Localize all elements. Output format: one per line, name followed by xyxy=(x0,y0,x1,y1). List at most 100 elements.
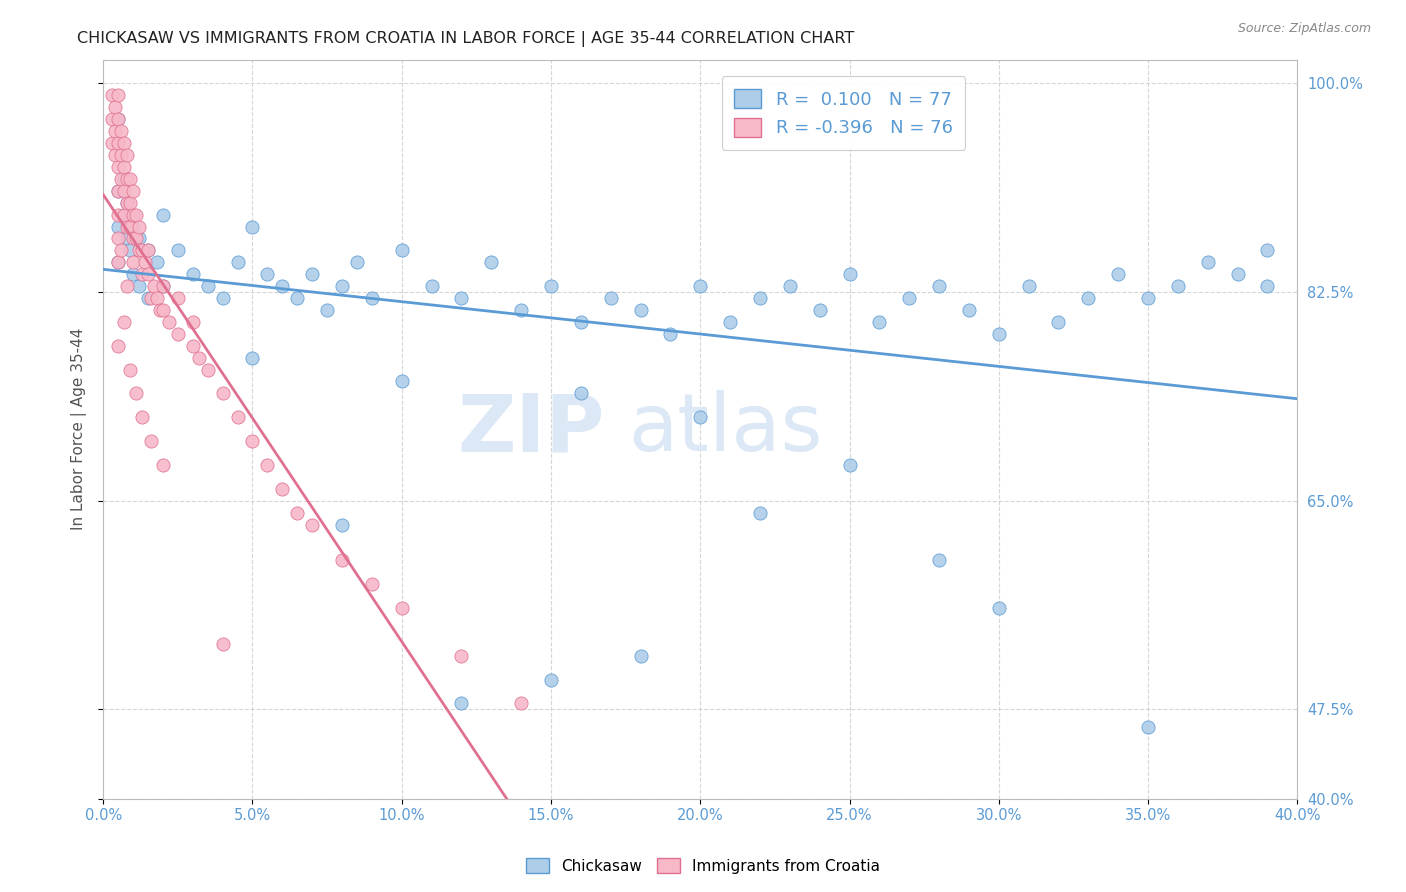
Point xyxy=(136,267,159,281)
Point xyxy=(107,160,129,174)
Point xyxy=(599,291,621,305)
Point xyxy=(131,410,153,425)
Point xyxy=(197,362,219,376)
Point xyxy=(107,136,129,150)
Point xyxy=(152,302,174,317)
Point xyxy=(330,279,353,293)
Point xyxy=(256,458,278,472)
Point xyxy=(211,637,233,651)
Point xyxy=(112,315,135,329)
Point xyxy=(391,601,413,615)
Point xyxy=(211,386,233,401)
Point xyxy=(540,673,562,687)
Point xyxy=(134,255,156,269)
Point xyxy=(1077,291,1099,305)
Point xyxy=(110,124,132,138)
Point xyxy=(139,291,162,305)
Point xyxy=(749,506,772,520)
Legend: Chickasaw, Immigrants from Croatia: Chickasaw, Immigrants from Croatia xyxy=(520,852,886,880)
Point xyxy=(957,302,980,317)
Point xyxy=(125,386,148,401)
Point xyxy=(157,315,180,329)
Point xyxy=(120,171,142,186)
Point xyxy=(136,291,159,305)
Point xyxy=(115,219,138,234)
Point xyxy=(112,184,135,198)
Point xyxy=(120,219,142,234)
Point xyxy=(1167,279,1189,293)
Point xyxy=(346,255,368,269)
Point xyxy=(360,291,382,305)
Point xyxy=(125,208,148,222)
Point xyxy=(510,697,533,711)
Point xyxy=(1256,244,1278,258)
Point xyxy=(510,302,533,317)
Point xyxy=(479,255,502,269)
Point xyxy=(143,279,166,293)
Legend: R =  0.100   N = 77, R = -0.396   N = 76: R = 0.100 N = 77, R = -0.396 N = 76 xyxy=(721,76,966,150)
Point xyxy=(181,267,204,281)
Point xyxy=(1018,279,1040,293)
Point xyxy=(181,315,204,329)
Point xyxy=(112,208,135,222)
Point xyxy=(122,219,145,234)
Point xyxy=(128,244,150,258)
Point xyxy=(187,351,209,365)
Point xyxy=(107,112,129,127)
Point xyxy=(125,231,148,245)
Point xyxy=(122,184,145,198)
Point xyxy=(450,648,472,663)
Point xyxy=(146,291,169,305)
Point xyxy=(107,88,129,103)
Point xyxy=(450,291,472,305)
Point xyxy=(122,208,145,222)
Point xyxy=(779,279,801,293)
Point xyxy=(569,386,592,401)
Point xyxy=(226,410,249,425)
Point xyxy=(1197,255,1219,269)
Point xyxy=(285,291,308,305)
Point xyxy=(149,302,172,317)
Point xyxy=(107,255,129,269)
Point xyxy=(242,219,264,234)
Point xyxy=(112,160,135,174)
Point xyxy=(226,255,249,269)
Point xyxy=(718,315,741,329)
Point xyxy=(120,244,142,258)
Point xyxy=(1137,720,1160,734)
Point xyxy=(122,267,145,281)
Point xyxy=(112,171,135,186)
Point xyxy=(152,458,174,472)
Point xyxy=(630,648,652,663)
Text: atlas: atlas xyxy=(628,390,823,468)
Point xyxy=(569,315,592,329)
Point xyxy=(928,279,950,293)
Point xyxy=(115,279,138,293)
Point xyxy=(107,136,129,150)
Point xyxy=(1226,267,1249,281)
Point xyxy=(146,255,169,269)
Point xyxy=(122,231,145,245)
Point xyxy=(181,339,204,353)
Point xyxy=(1137,291,1160,305)
Point xyxy=(128,219,150,234)
Point xyxy=(689,410,711,425)
Point xyxy=(112,136,135,150)
Point xyxy=(112,208,135,222)
Point xyxy=(110,171,132,186)
Point xyxy=(122,255,145,269)
Point xyxy=(540,279,562,293)
Point xyxy=(211,291,233,305)
Point xyxy=(107,208,129,222)
Point xyxy=(630,302,652,317)
Point xyxy=(808,302,831,317)
Point xyxy=(330,517,353,532)
Point xyxy=(242,351,264,365)
Point xyxy=(285,506,308,520)
Point xyxy=(242,434,264,449)
Point xyxy=(271,482,294,496)
Point xyxy=(131,267,153,281)
Point xyxy=(838,458,860,472)
Point xyxy=(107,255,129,269)
Text: CHICKASAW VS IMMIGRANTS FROM CROATIA IN LABOR FORCE | AGE 35-44 CORRELATION CHAR: CHICKASAW VS IMMIGRANTS FROM CROATIA IN … xyxy=(77,31,855,47)
